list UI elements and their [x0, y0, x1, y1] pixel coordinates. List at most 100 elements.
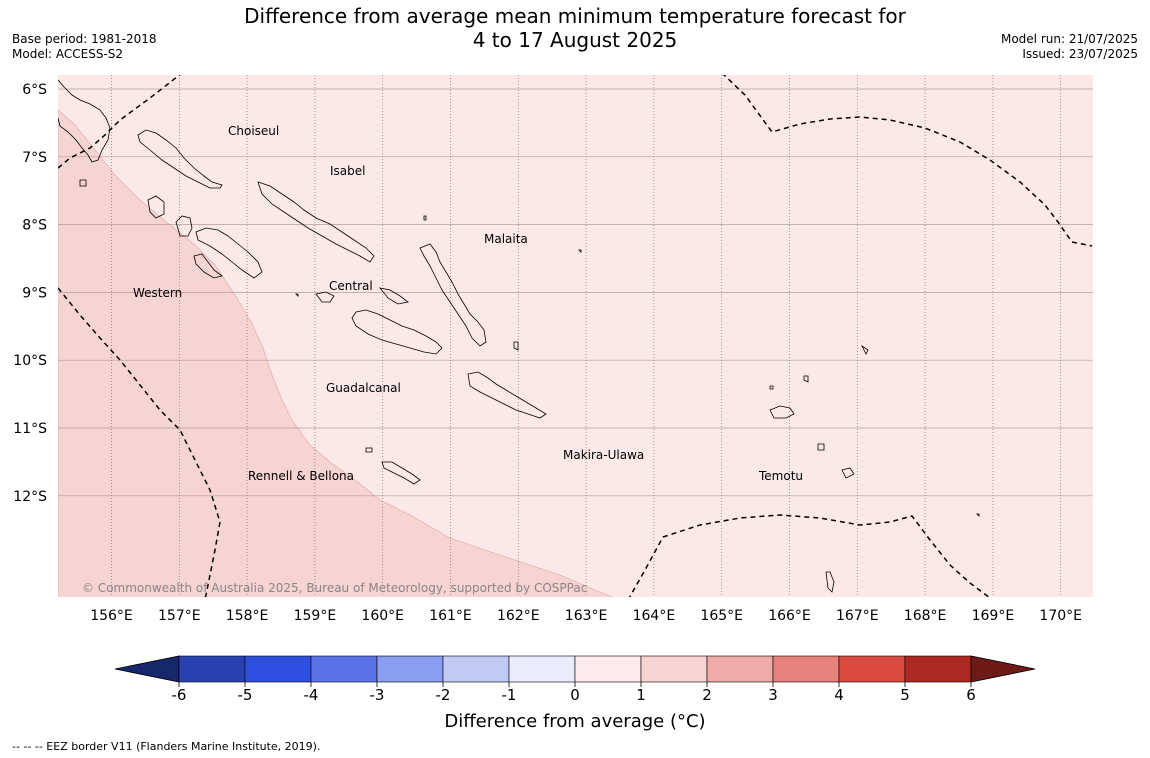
lon-tick-label: 165°E: [700, 608, 743, 624]
colorbar-extend-low: [114, 655, 180, 683]
eez-borders: [58, 75, 1093, 597]
anomaly-region-2-3: [58, 109, 614, 597]
eez-border-west: [58, 287, 221, 597]
island-tikopia: [825, 571, 835, 593]
label-isabel: Isabel: [330, 164, 365, 178]
colorbar-tick-label: -3: [370, 686, 385, 704]
island-malaita: [419, 243, 487, 347]
island-ulawa: [513, 341, 519, 351]
coastlines: [58, 79, 980, 593]
colorbar-tick-label: -2: [436, 686, 451, 704]
eez-border-north-east: [723, 75, 1093, 247]
colorbar-segment: [178, 655, 246, 683]
island-new-georgia: [175, 215, 263, 279]
lat-tick-label: 10°S: [13, 353, 47, 369]
lat-tick-label: 12°S: [13, 489, 47, 505]
lon-tick-label: 169°E: [972, 608, 1015, 624]
island-rennell: [381, 461, 421, 485]
model-name: Model: ACCESS-S2: [12, 47, 124, 61]
label-rennell-bellona: Rennell & Bellona: [248, 469, 354, 483]
colorbar-tick-label: 5: [900, 686, 910, 704]
colorbar-segment: [574, 655, 642, 683]
chart-title: Difference from average mean minimum tem…: [200, 4, 950, 52]
colorbar-tick-label: -1: [502, 686, 517, 704]
colorbar-segment: [442, 655, 510, 683]
colorbar-segment: [244, 655, 312, 683]
model-run: Model run: 21/07/2025: [1000, 32, 1138, 46]
lon-tick-label: 156°E: [90, 608, 133, 624]
lon-tick-label: 159°E: [294, 608, 337, 624]
colorbar-segment: [376, 655, 444, 683]
colorbar-tick-label: 2: [702, 686, 712, 704]
label-makira-ulawa: Makira-Ulawa: [563, 448, 644, 462]
island-vanikoro: [841, 467, 855, 479]
lat-tick-label: 7°S: [22, 150, 47, 166]
colorbar-tick-label: -5: [238, 686, 253, 704]
label-western: Western: [133, 286, 182, 300]
colorbar-segment: [706, 655, 774, 683]
lon-tick-label: 161°E: [429, 608, 472, 624]
label-temotu: Temotu: [758, 469, 803, 483]
island-reef-islands: [769, 375, 809, 390]
colorbar-tick-label: 6: [966, 686, 976, 704]
lon-tick-label: 164°E: [633, 608, 676, 624]
eez-border-northwest: [58, 75, 181, 169]
island-bellona: [365, 447, 373, 453]
lon-tick-label: 162°E: [497, 608, 540, 624]
colorbar-segment: [904, 655, 972, 683]
lon-tick-label: 158°E: [226, 608, 269, 624]
colorbar-extend-high: [970, 655, 1036, 683]
region-labels: Choiseul Isabel Malaita Western Central …: [133, 124, 803, 483]
eez-footnote: -- -- -- EEZ border V11 (Flanders Marine…: [12, 740, 321, 753]
colorbar-tick-label: 3: [768, 686, 778, 704]
island-small-misc: [79, 179, 980, 517]
lon-tick-label: 168°E: [904, 608, 947, 624]
lat-tick-label: 6°S: [22, 82, 47, 98]
island-guadalcanal: [351, 309, 443, 355]
colorbar-segment: [838, 655, 906, 683]
label-central: Central: [329, 279, 373, 293]
colorbar-segment: [310, 655, 378, 683]
longitude-labels: 156°E 157°E 158°E 159°E 160°E 161°E 162°E 163°E…: [90, 608, 1082, 624]
island-rendova: [193, 253, 223, 279]
colorbar-segment: [640, 655, 708, 683]
lon-tick-label: 157°E: [158, 608, 201, 624]
island-isabel: [257, 181, 375, 263]
colorbar: -6 -5 -4 -3 -2 -1 0 1 2 3 4 5 6: [114, 655, 1036, 704]
lon-tick-label: 167°E: [836, 608, 879, 624]
colorbar-title: Difference from average (°C): [444, 711, 705, 732]
colorbar-tick-label: 4: [834, 686, 844, 704]
island-bougainville: [58, 79, 111, 163]
island-vella-lavella: [147, 195, 165, 219]
longitude-gridlines: [111, 75, 1062, 597]
colorbar-segment: [508, 655, 576, 683]
colorbar-tick-label: 0: [570, 686, 580, 704]
colorbar-tick-label: -6: [172, 686, 187, 704]
colorbar-tick-label: -4: [304, 686, 319, 704]
island-utupua: [817, 443, 825, 451]
colorbar-tick-label: 1: [636, 686, 646, 704]
island-sikaiana: [860, 344, 869, 355]
lon-tick-label: 166°E: [768, 608, 811, 624]
island-florida: [315, 287, 409, 305]
base-period: Base period: 1981-2018: [12, 32, 157, 46]
title-line-1: Difference from average mean minimum tem…: [244, 4, 906, 28]
lon-tick-label: 170°E: [1039, 608, 1082, 624]
lon-tick-label: 160°E: [361, 608, 404, 624]
island-nendo: [769, 405, 795, 419]
label-choiseul: Choiseul: [228, 124, 279, 138]
meta-left: Base period: 1981-2018 Model: ACCESS-S2: [12, 32, 157, 62]
island-makira: [467, 371, 547, 419]
lat-tick-label: 8°S: [22, 218, 47, 234]
issued-date: Issued: 23/07/2025: [1022, 47, 1138, 61]
latitude-gridlines: [58, 88, 1093, 497]
lat-tick-label: 9°S: [22, 285, 47, 301]
colorbar-segment: [772, 655, 840, 683]
meta-right: Model run: 21/07/2025 Issued: 23/07/2025: [1001, 32, 1138, 62]
eez-border-south: [628, 514, 990, 597]
title-line-2: 4 to 17 August 2025: [472, 28, 678, 52]
map-plot-area: Choiseul Isabel Malaita Western Central …: [58, 75, 1093, 597]
label-malaita: Malaita: [484, 232, 528, 246]
label-guadalcanal: Guadalcanal: [326, 381, 401, 395]
